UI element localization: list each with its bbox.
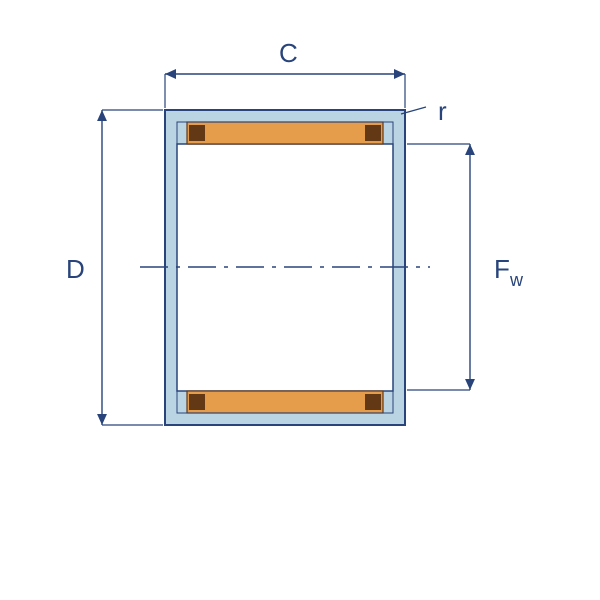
roller-band-top: [187, 122, 383, 144]
roller-end-bottom-left: [189, 394, 205, 410]
label-r: r: [438, 96, 447, 126]
label-c: C: [279, 38, 298, 68]
label-fw-sub: w: [509, 270, 524, 290]
label-d: D: [66, 254, 85, 284]
roller-band-bottom: [187, 391, 383, 413]
roller-end-top-left: [189, 125, 205, 141]
roller-end-top-right: [365, 125, 381, 141]
roller-end-bottom-right: [365, 394, 381, 410]
bearing-diagram: Cr D Fw: [0, 0, 600, 600]
label-fw: F: [494, 254, 510, 284]
